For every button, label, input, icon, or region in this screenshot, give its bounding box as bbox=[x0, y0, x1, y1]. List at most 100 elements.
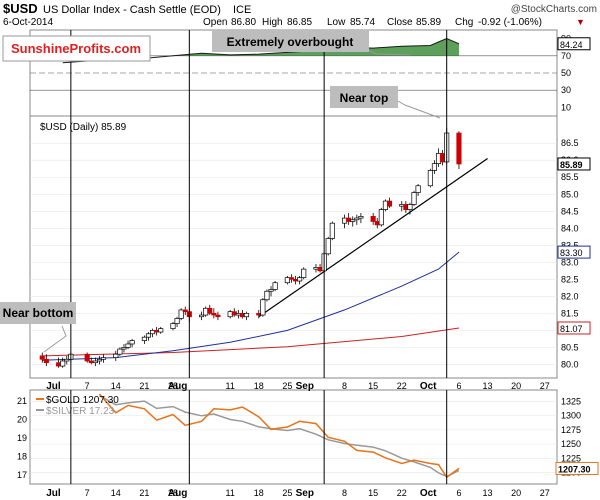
near-top-box bbox=[330, 86, 398, 108]
price-candle bbox=[121, 343, 127, 353]
price-candle bbox=[158, 326, 164, 334]
candle-body bbox=[141, 336, 147, 341]
gold-last-value-box bbox=[555, 461, 599, 475]
candle-body bbox=[386, 200, 393, 207]
price-tick-label: 82.0 bbox=[561, 291, 579, 301]
low-value: 85.74 bbox=[350, 17, 375, 28]
price-candle bbox=[264, 289, 270, 302]
price-candle bbox=[125, 340, 131, 350]
candle-body bbox=[100, 357, 107, 360]
ma50-value-label: 83.30 bbox=[560, 248, 583, 258]
price-x-tick-label: 11 bbox=[226, 381, 235, 391]
silver-tick-label: 17 bbox=[17, 470, 27, 480]
price-candle bbox=[178, 308, 184, 321]
near-bottom-callout-arrow bbox=[43, 325, 67, 353]
price-candle bbox=[211, 308, 217, 319]
price-x-tick-label: Aug bbox=[168, 381, 187, 392]
brand-annotation: SunshineProfits.com bbox=[2, 35, 151, 62]
candle-body bbox=[411, 192, 417, 205]
gs-x-tick-label: 27 bbox=[540, 488, 550, 498]
price-x-tick-label: Jul bbox=[46, 381, 61, 392]
gs-x-tick-label: 15 bbox=[368, 488, 378, 498]
candle-body bbox=[427, 170, 433, 187]
candle-body bbox=[264, 290, 270, 301]
price-x-tick-label: 6 bbox=[456, 381, 461, 391]
price-x-tick-label: Oct bbox=[420, 381, 437, 392]
low-label: Low bbox=[327, 17, 346, 28]
gs-x-tick-label: 7 bbox=[85, 488, 90, 498]
price-tick-label: 86.5 bbox=[561, 138, 579, 148]
candle-body bbox=[407, 204, 413, 210]
price-tick-label: 83.5 bbox=[561, 240, 579, 250]
price-candle bbox=[117, 347, 123, 356]
candle-body bbox=[325, 238, 331, 255]
price-tick-label: 85.0 bbox=[561, 189, 579, 199]
price-candle bbox=[354, 214, 360, 225]
brand-text: SunshineProfits.com bbox=[11, 41, 141, 56]
price-candle bbox=[272, 281, 278, 292]
candle-body bbox=[268, 289, 274, 292]
ma200-line bbox=[42, 327, 460, 357]
price-tick-label: 82.5 bbox=[561, 274, 579, 284]
price-tick-label: 83.0 bbox=[561, 257, 579, 267]
price-x-tick-label: 22 bbox=[397, 381, 407, 391]
price-x-tick-label: 8 bbox=[342, 381, 347, 391]
header-exchange: ICE bbox=[233, 4, 251, 16]
price-panel bbox=[29, 115, 558, 379]
price-candle bbox=[113, 350, 119, 361]
chg-label: Chg bbox=[455, 17, 473, 28]
price-candle bbox=[288, 274, 295, 283]
ma50-line bbox=[42, 251, 460, 361]
silver-tick-label: 21 bbox=[17, 396, 27, 406]
overbought-annotation: Extremely overbought bbox=[212, 30, 411, 56]
price-candle bbox=[243, 311, 250, 321]
price-candle bbox=[64, 355, 70, 365]
price-x-tick-label: 20 bbox=[511, 381, 521, 391]
price-candle bbox=[378, 207, 384, 227]
gs-x-tick-label: 8 bbox=[342, 488, 347, 498]
candle-body bbox=[301, 268, 307, 278]
candle-body bbox=[92, 360, 98, 364]
candle-body bbox=[121, 347, 127, 350]
price-x-tick-label: Sep bbox=[296, 381, 314, 392]
ma200-value-label: 81.07 bbox=[560, 324, 583, 334]
rsi-tick-label: 70 bbox=[561, 51, 571, 61]
price-x-tick-label: 25 bbox=[282, 381, 292, 391]
near-bottom-text: Near bottom bbox=[3, 306, 74, 320]
price-candle bbox=[431, 160, 437, 174]
high-label: High bbox=[262, 17, 283, 28]
price-candle bbox=[329, 221, 335, 241]
gs-x-tick-label: 13 bbox=[483, 488, 493, 498]
candle-body bbox=[145, 333, 152, 338]
candle-body bbox=[260, 299, 266, 316]
gold-tick-label: 1225 bbox=[561, 453, 581, 463]
candle-body bbox=[243, 313, 250, 318]
near-bottom-box bbox=[0, 302, 76, 324]
gs-x-tick-label: 11 bbox=[226, 488, 235, 498]
gold-tick-label: 1300 bbox=[561, 411, 581, 421]
last-close-label-box bbox=[557, 157, 591, 171]
watermark: @StockCharts.com bbox=[511, 4, 597, 15]
rsi-last-value-label: 84.24 bbox=[560, 40, 583, 50]
rsi-last-value-box bbox=[557, 37, 591, 51]
price-tick-label: 85.5 bbox=[561, 172, 579, 182]
overbought-text: Extremely overbought bbox=[227, 35, 354, 49]
gold-last-value-label: 1207.30 bbox=[558, 464, 591, 474]
price-candle bbox=[415, 184, 421, 196]
chg-marker: ▼ bbox=[576, 17, 585, 27]
silver-tick-label: 20 bbox=[17, 414, 27, 424]
candle-body bbox=[288, 277, 295, 280]
candle-body bbox=[456, 132, 462, 165]
price-candle bbox=[358, 212, 364, 224]
close-label: Close bbox=[387, 17, 413, 28]
candle-body bbox=[96, 358, 102, 362]
silver-tick-label: 18 bbox=[17, 451, 27, 461]
header-date: 6-Oct-2014 bbox=[3, 17, 53, 28]
price-tick-label: 84.0 bbox=[561, 223, 579, 233]
candle-body bbox=[354, 217, 360, 221]
last-close-label: 85.89 bbox=[560, 160, 583, 170]
gold-silver-layer: 1200122512501275130013251718192021$GOLD … bbox=[17, 393, 599, 499]
price-candle bbox=[100, 354, 107, 363]
price-candle bbox=[301, 267, 307, 280]
